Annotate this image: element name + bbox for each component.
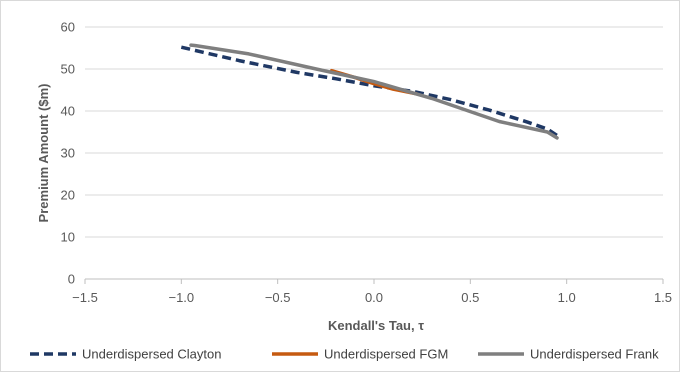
y-tick-label: 0 xyxy=(68,272,75,287)
x-tick-label: 0.5 xyxy=(461,290,479,305)
tick-labels: 0 10 20 30 40 50 60 −1.5 −1.0 −0.5 0.0 0.5 1.0 1.5 xyxy=(61,20,673,306)
legend-label-3: Underdispersed Frank xyxy=(530,347,659,362)
x-tick-label: 0.0 xyxy=(365,290,383,305)
series-group xyxy=(180,43,559,140)
x-tick-label: 1.5 xyxy=(654,290,672,305)
x-tick-label: −0.5 xyxy=(265,290,291,305)
series-line-3 xyxy=(189,43,559,140)
legend: Underdispersed Clayton Underdispersed FGM… xyxy=(30,347,659,362)
y-tick-label: 50 xyxy=(61,62,75,77)
legend-label-2: Underdispersed FGM xyxy=(324,347,448,362)
gridlines xyxy=(85,26,663,238)
x-tick-label: 1.0 xyxy=(558,290,576,305)
y-tick-label: 30 xyxy=(61,146,75,161)
y-tick-label: 10 xyxy=(61,230,75,245)
axes xyxy=(84,278,664,284)
y-tick-label: 40 xyxy=(61,104,75,119)
legend-label-1: Underdispersed Clayton xyxy=(82,347,221,362)
y-axis-title: Premium Amount ($m) xyxy=(36,84,51,223)
x-axis-title: Kendall's Tau, τ xyxy=(328,318,424,333)
y-tick-label: 60 xyxy=(61,20,75,35)
y-tick-label: 20 xyxy=(61,188,75,203)
x-tick-label: −1.5 xyxy=(72,290,98,305)
series-line-1 xyxy=(180,45,558,137)
x-tick-label: −1.0 xyxy=(168,290,194,305)
